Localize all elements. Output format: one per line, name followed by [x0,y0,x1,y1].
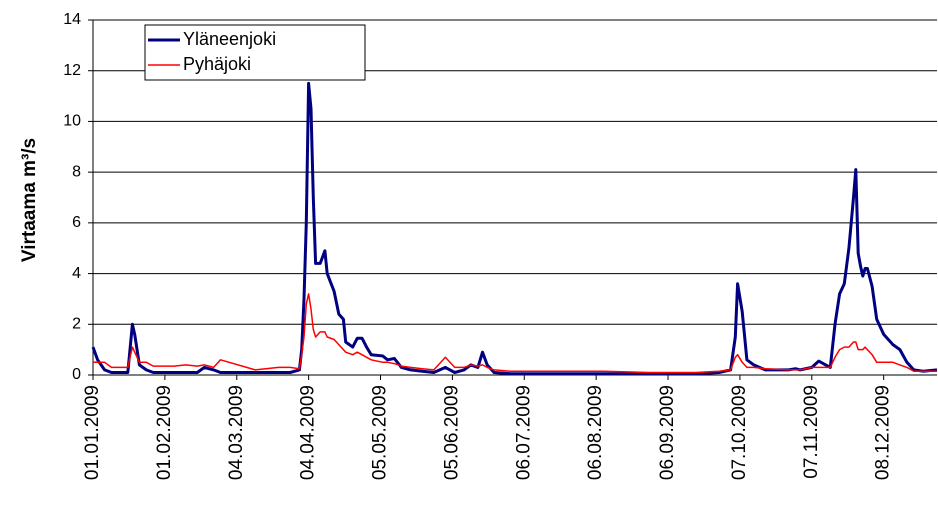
y-tick-label: 8 [72,163,81,180]
x-tick-label: 06.08.2009 [585,385,606,480]
y-tick-label: 6 [72,214,81,231]
x-tick-label: 04.03.2009 [226,385,247,480]
x-tick-label: 05.06.2009 [441,385,462,480]
series-line [93,293,937,374]
x-tick-label: 06.09.2009 [657,385,678,480]
x-tick-label: 05.05.2009 [370,385,391,480]
x-tick-label: 01.02.2009 [154,385,175,480]
x-tick-label: 01.01.2009 [82,385,103,480]
x-tick-label: 04.04.2009 [298,385,319,480]
y-tick-label: 10 [63,113,81,130]
legend-label: Pyhäjoki [183,54,251,74]
y-tick-label: 14 [63,11,81,28]
x-tick-label: 06.07.2009 [513,385,534,480]
y-tick-label: 0 [72,366,81,383]
y-tick-label: 2 [72,316,81,333]
x-tick-label: 08.12.2009 [873,385,894,480]
y-tick-label: 12 [63,62,81,79]
y-tick-label: 4 [72,265,81,282]
x-tick-label: 07.11.2009 [801,385,822,479]
legend-label: Yläneenjoki [183,29,276,49]
series-line [91,81,938,376]
x-tick-label: 07.10.2009 [729,385,750,480]
y-axis-label: Virtaama m³/s [19,138,40,262]
legend-box [144,24,366,81]
